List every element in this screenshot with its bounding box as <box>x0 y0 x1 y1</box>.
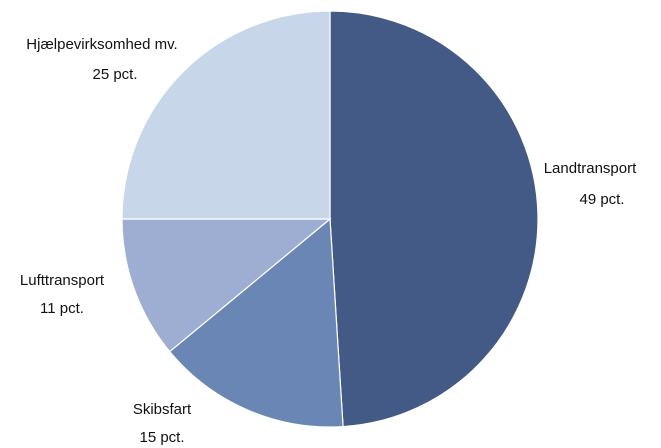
slice-value-label: 49 pct. <box>579 191 624 208</box>
slice-value-label: 11 pct. <box>40 300 84 317</box>
slice-value-label: 25 pct. <box>92 66 137 83</box>
pie-slice <box>168 217 344 428</box>
slice-value-label: 15 pct. <box>139 429 184 446</box>
pie-slice <box>121 218 332 353</box>
slice-label: Skibsfart <box>133 401 192 418</box>
pie-slice <box>329 10 539 428</box>
slice-label: Lufttransport <box>20 272 105 289</box>
slice-label: Landtransport <box>544 160 637 177</box>
slice-label: Hjælpevirksomhed mv. <box>26 36 177 53</box>
pie-slice <box>121 10 331 220</box>
